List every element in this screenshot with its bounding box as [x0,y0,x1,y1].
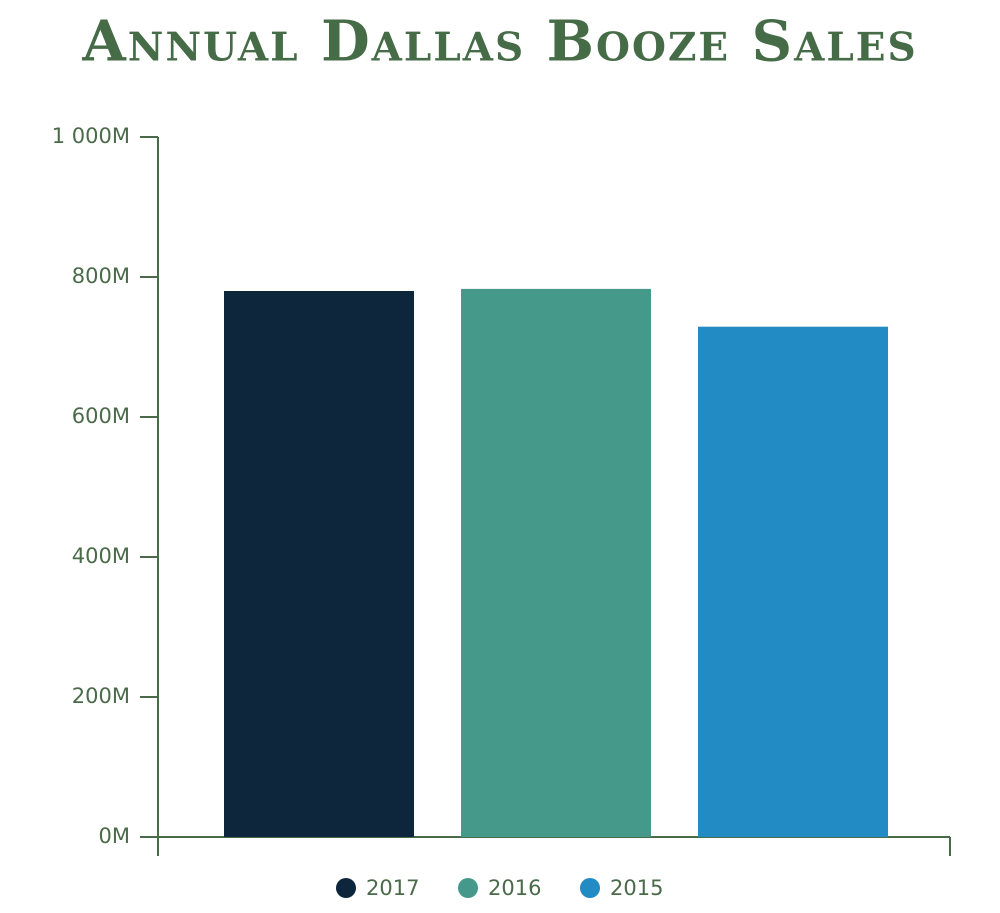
chart-title: Annual Dallas Booze Sales [81,9,917,75]
y-tick-label: 600M [72,404,130,428]
y-tick-label: 0M [99,824,130,848]
legend-label: 2017 [366,876,419,900]
y-tick-label: 1 000M [52,124,130,148]
bar [461,288,651,837]
legend-label: 2015 [610,876,663,900]
legend-label: 2016 [488,876,541,900]
y-tick-label: 400M [72,544,130,568]
bar [224,291,414,837]
legend-marker [580,878,600,898]
y-tick-label: 200M [72,684,130,708]
bar [698,326,888,837]
legend-marker [458,878,478,898]
legend-marker [336,878,356,898]
y-tick-label: 800M [72,264,130,288]
